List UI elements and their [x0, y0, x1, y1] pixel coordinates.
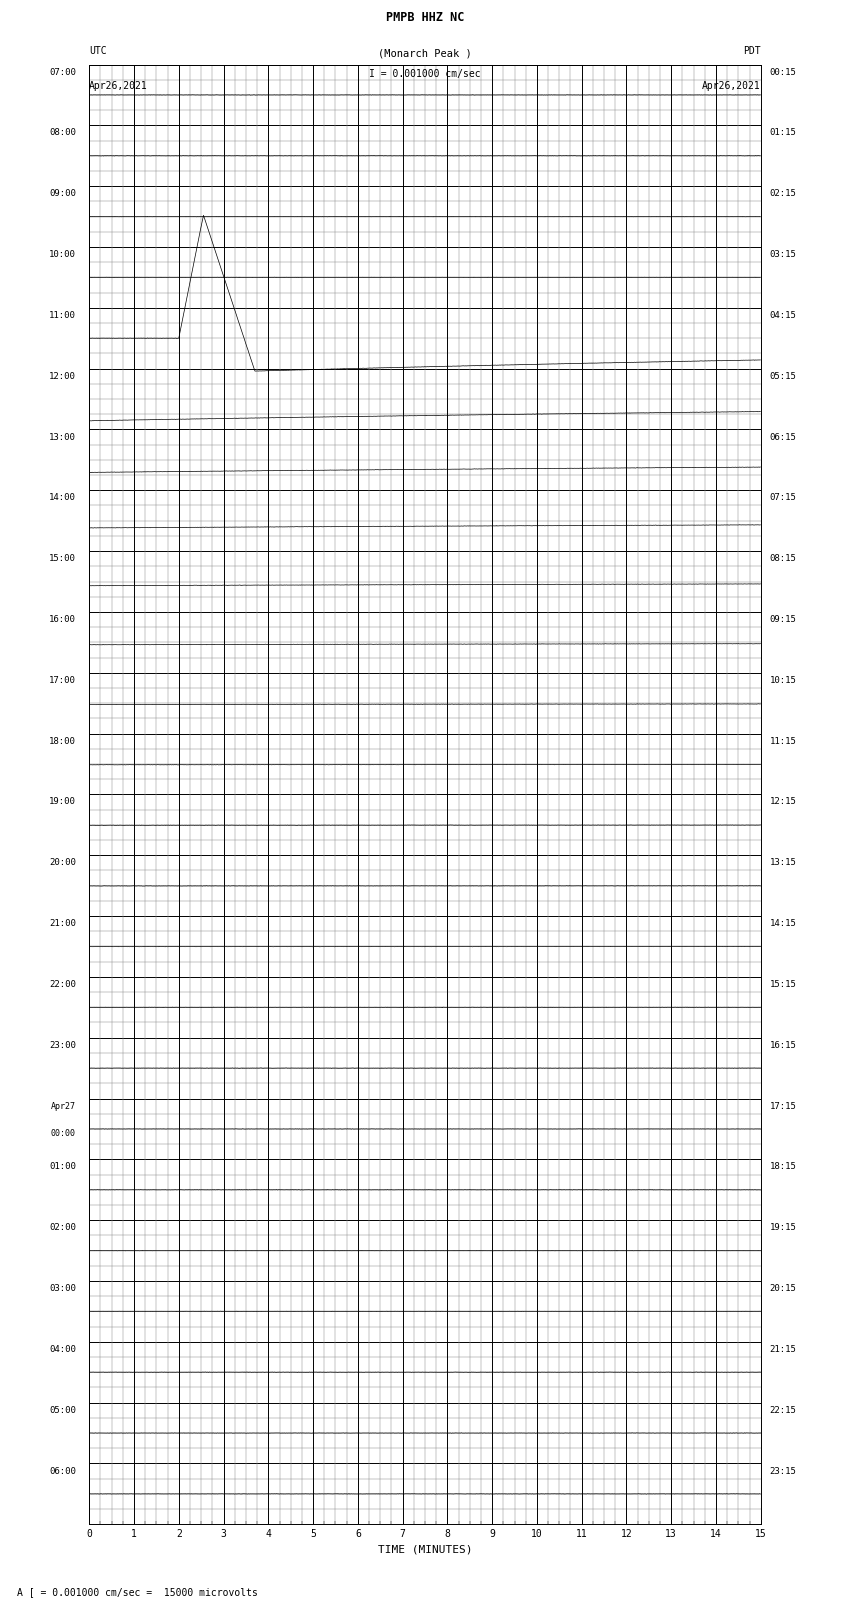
Text: 05:00: 05:00	[49, 1405, 76, 1415]
Text: UTC: UTC	[89, 47, 107, 56]
Text: 01:00: 01:00	[49, 1163, 76, 1171]
Text: 08:15: 08:15	[770, 555, 796, 563]
Text: 16:15: 16:15	[770, 1040, 796, 1050]
Text: 19:00: 19:00	[49, 797, 76, 806]
Text: 00:15: 00:15	[770, 68, 796, 76]
Text: 11:15: 11:15	[770, 737, 796, 745]
Text: 10:15: 10:15	[770, 676, 796, 686]
Text: 05:15: 05:15	[770, 371, 796, 381]
Text: 17:15: 17:15	[770, 1102, 796, 1111]
Text: 21:15: 21:15	[770, 1345, 796, 1353]
Text: 02:15: 02:15	[770, 189, 796, 198]
Text: 20:15: 20:15	[770, 1284, 796, 1294]
Text: 19:15: 19:15	[770, 1223, 796, 1232]
Text: 13:15: 13:15	[770, 858, 796, 868]
Text: (Monarch Peak ): (Monarch Peak )	[378, 48, 472, 58]
Text: 14:00: 14:00	[49, 494, 76, 502]
Text: 18:15: 18:15	[770, 1163, 796, 1171]
Text: 12:15: 12:15	[770, 797, 796, 806]
Text: 22:15: 22:15	[770, 1405, 796, 1415]
Text: PMPB HHZ NC: PMPB HHZ NC	[386, 11, 464, 24]
Text: 07:00: 07:00	[49, 68, 76, 76]
Text: 04:00: 04:00	[49, 1345, 76, 1353]
Text: 02:00: 02:00	[49, 1223, 76, 1232]
Text: 00:00: 00:00	[51, 1129, 76, 1137]
Text: Apr26,2021: Apr26,2021	[89, 81, 148, 90]
Text: 03:00: 03:00	[49, 1284, 76, 1294]
Text: 08:00: 08:00	[49, 129, 76, 137]
Text: 06:00: 06:00	[49, 1466, 76, 1476]
Text: 18:00: 18:00	[49, 737, 76, 745]
Text: 15:15: 15:15	[770, 981, 796, 989]
Text: 23:15: 23:15	[770, 1466, 796, 1476]
Text: I = 0.001000 cm/sec: I = 0.001000 cm/sec	[369, 69, 481, 79]
Text: 10:00: 10:00	[49, 250, 76, 260]
Text: 03:15: 03:15	[770, 250, 796, 260]
Text: A [ = 0.001000 cm/sec =  15000 microvolts: A [ = 0.001000 cm/sec = 15000 microvolts	[17, 1587, 258, 1597]
Text: 06:15: 06:15	[770, 432, 796, 442]
Text: Apr27: Apr27	[51, 1102, 76, 1111]
Text: 04:15: 04:15	[770, 311, 796, 319]
Text: Apr26,2021: Apr26,2021	[702, 81, 761, 90]
Text: PDT: PDT	[743, 47, 761, 56]
X-axis label: TIME (MINUTES): TIME (MINUTES)	[377, 1545, 473, 1555]
Text: 09:15: 09:15	[770, 615, 796, 624]
Text: 16:00: 16:00	[49, 615, 76, 624]
Text: 17:00: 17:00	[49, 676, 76, 686]
Text: 12:00: 12:00	[49, 371, 76, 381]
Text: 14:15: 14:15	[770, 919, 796, 927]
Text: 11:00: 11:00	[49, 311, 76, 319]
Text: 21:00: 21:00	[49, 919, 76, 927]
Text: 23:00: 23:00	[49, 1040, 76, 1050]
Text: 20:00: 20:00	[49, 858, 76, 868]
Text: 01:15: 01:15	[770, 129, 796, 137]
Text: 15:00: 15:00	[49, 555, 76, 563]
Text: 13:00: 13:00	[49, 432, 76, 442]
Text: 09:00: 09:00	[49, 189, 76, 198]
Text: 22:00: 22:00	[49, 981, 76, 989]
Text: 07:15: 07:15	[770, 494, 796, 502]
